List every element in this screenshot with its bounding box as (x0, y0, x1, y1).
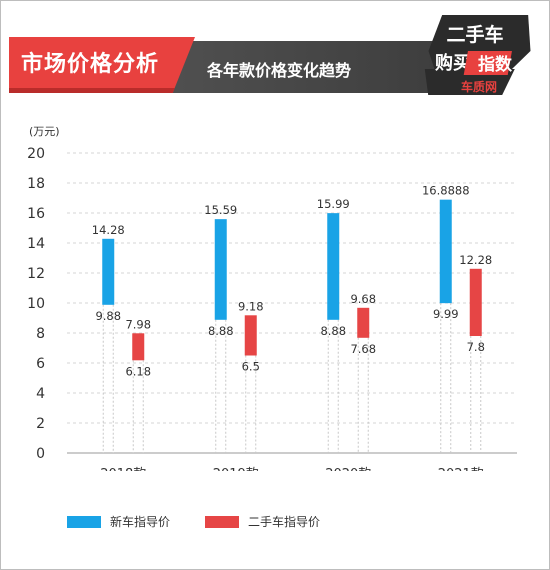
used-car-price-bar (469, 268, 482, 336)
price-range-chart: (万元) 0 2 4 6 8 10 12 14 16 18 20 2018款 14.28 9.88 7.98… (27, 126, 517, 471)
bar-layer (102, 199, 482, 361)
data-label-high: 12.28 (459, 253, 492, 267)
data-label-low: 9.99 (433, 307, 459, 321)
data-label-low: 8.88 (320, 324, 346, 338)
y-tick-label: 2 (36, 416, 45, 432)
x-tick-label: 2019款 (213, 467, 259, 471)
chart-legend: 新车指导价 二手车指导价 (1, 513, 549, 535)
y-tick-label: 12 (27, 266, 45, 282)
y-tick-label: 20 (27, 146, 45, 162)
data-label-low: 6.5 (242, 360, 260, 374)
label-layer: 0 2 4 6 8 10 12 14 16 18 20 2018款 14.28 9.88 7.98 6.18 2… (27, 146, 492, 471)
used-car-price-bar (132, 333, 145, 361)
y-unit-label: (万元) (29, 126, 60, 138)
legend-swatch-new-car (67, 515, 101, 528)
y-tick-label: 6 (36, 356, 45, 372)
new-car-price-bar (102, 238, 115, 305)
y-tick-label: 10 (27, 296, 45, 312)
legend-item-used-car: 二手车指导价 (205, 513, 320, 530)
used-car-price-bar (244, 315, 257, 356)
y-tick-label: 18 (27, 176, 45, 192)
y-tick-label: 8 (36, 326, 45, 342)
y-tick-label: 16 (27, 206, 45, 222)
x-tick-label: 2018款 (100, 467, 146, 471)
data-label-high: 16.8888 (422, 184, 470, 198)
logo-line2a: 购买 (435, 52, 471, 74)
data-label-low: 7.8 (467, 340, 485, 354)
x-tick-label: 2021款 (438, 467, 484, 471)
logo-brand: 车质网 (461, 79, 497, 94)
new-car-price-bar (327, 213, 340, 320)
y-tick-label: 14 (27, 236, 45, 252)
page-title: 市场价格分析 (21, 52, 160, 77)
page-subtitle: 各年款价格变化趋势 (207, 61, 352, 80)
y-tick-label: 4 (36, 386, 45, 402)
guide-layer (102, 303, 482, 453)
data-label-high: 9.68 (350, 292, 376, 306)
data-label-low: 6.18 (125, 364, 151, 378)
data-label-high: 9.18 (238, 299, 264, 313)
data-label-low: 8.88 (208, 324, 234, 338)
brand-logo: 二手车 购买 指数 车质网 12365auto.com (424, 15, 531, 105)
data-label-low: 7.68 (350, 342, 376, 356)
legend-swatch-used-car (205, 515, 239, 528)
legend-label-used-car: 二手车指导价 (248, 515, 321, 529)
logo-line1: 二手车 (446, 23, 503, 46)
data-label-high: 7.98 (125, 317, 151, 331)
data-label-high: 14.28 (92, 223, 125, 237)
logo-line2b: 指数 (478, 54, 513, 75)
data-label-high: 15.99 (317, 197, 350, 211)
data-label-high: 15.59 (204, 203, 237, 217)
title-tag (9, 37, 195, 93)
data-label-low: 9.88 (95, 309, 121, 323)
legend-item-new-car: 新车指导价 (67, 513, 170, 530)
y-tick-label: 0 (36, 446, 45, 462)
legend-label-new-car: 新车指导价 (110, 515, 171, 529)
new-car-price-bar (439, 199, 452, 304)
new-car-price-bar (214, 219, 227, 320)
used-car-price-bar (357, 307, 370, 338)
x-tick-label: 2020款 (325, 467, 371, 471)
logo-url: 12365auto.com (455, 98, 502, 105)
